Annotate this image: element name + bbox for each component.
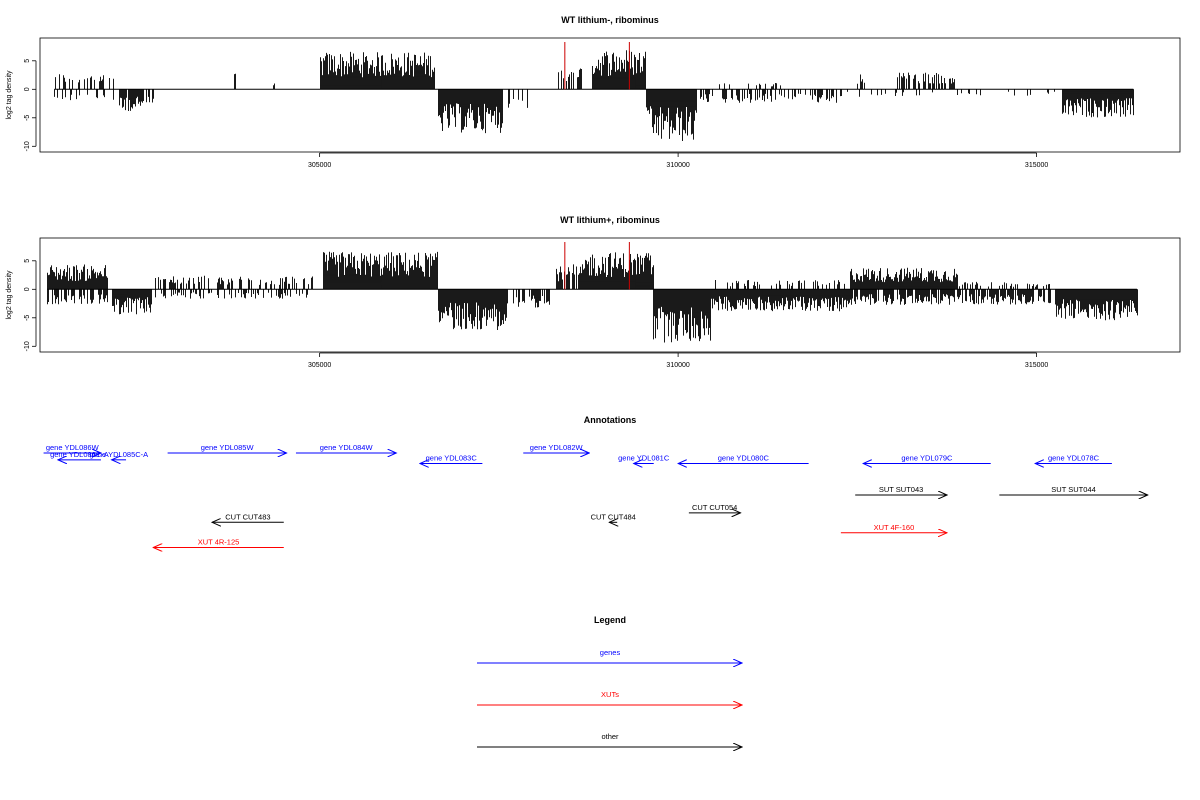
legend-label: XUTs — [601, 690, 619, 699]
annotation-feature: gene YDL080C — [678, 454, 809, 464]
plot-frame — [39, 37, 1181, 153]
x-tick-label: 315000 — [1025, 162, 1048, 169]
track-title: WT lithium-, ribominus — [561, 15, 659, 25]
y-tick-label: 5 — [24, 59, 31, 63]
legend-entry: genes — [477, 648, 742, 663]
x-tick-label: 305000 — [308, 162, 331, 169]
annotation-feature: SUT SUT044 — [999, 485, 1147, 495]
annotation-label: SUT SUT043 — [879, 485, 923, 494]
annotation-label: CUT CUT054 — [692, 503, 737, 512]
coverage-bars — [47, 242, 1138, 343]
x-tick-label: 305000 — [308, 362, 331, 369]
track-title: WT lithium+, ribominus — [560, 215, 660, 225]
track-panel-lithium-plus: WT lithium+, ribominus log2 tag density … — [6, 215, 1181, 369]
annotation-feature: gene YDL081C — [618, 454, 670, 464]
coverage-bar-path — [54, 50, 1134, 141]
x-tick-label: 310000 — [666, 362, 689, 369]
y-tick-label: -10 — [24, 341, 31, 351]
y-tick-label: 0 — [24, 287, 31, 291]
legend-entry: XUTs — [477, 690, 742, 705]
coverage-bar-path — [47, 251, 1138, 343]
annotation-feature: gene YDL079C — [863, 454, 991, 464]
annotation-feature: CUT CUT054 — [688, 503, 741, 513]
annotation-label: gene YDL086W — [46, 443, 100, 452]
annotation-feature: XUT 4F-160 — [840, 523, 947, 533]
annotations-title: Annotations — [584, 415, 637, 425]
annotation-label: gene YDL081C — [618, 454, 670, 463]
annotation-feature: gene YDL085C-A — [90, 450, 149, 460]
coverage-bars — [54, 42, 1134, 141]
x-tick-label: 310000 — [666, 162, 689, 169]
y-tick-label: 0 — [24, 87, 31, 91]
annotation-label: CUT CUT484 — [591, 512, 636, 521]
annotation-label: gene YDL085C-A — [90, 450, 149, 459]
y-axis: -10 -5 0 5 — [24, 59, 37, 151]
annotation-label: XUT 4R-125 — [198, 538, 240, 547]
annotation-label: gene YDL085W — [201, 443, 255, 452]
annotation-feature: CUT CUT484 — [591, 512, 636, 522]
annotation-label: gene YDL084W — [320, 443, 374, 452]
y-tick-label: -10 — [24, 141, 31, 151]
legend-label: genes — [600, 648, 621, 657]
annotation-feature: CUT CUT483 — [212, 512, 284, 522]
annotation-label: XUT 4F-160 — [874, 523, 915, 532]
annotation-feature: XUT 4R-125 — [153, 538, 284, 548]
legend-title: Legend — [594, 615, 626, 625]
annotation-feature: gene YDL086W — [43, 443, 101, 453]
legend-entries: genes XUTs other — [477, 648, 742, 747]
annotation-feature: gene YDL083C — [420, 454, 483, 464]
annotation-label: gene YDL078C — [1048, 454, 1100, 463]
annotation-feature: SUT SUT043 — [855, 485, 947, 495]
annotation-label: gene YDL083C — [426, 454, 478, 463]
annotation-label: CUT CUT483 — [225, 512, 270, 521]
x-axis: 305000 310000 315000 — [308, 152, 1048, 169]
y-tick-label: -5 — [24, 115, 31, 121]
y-axis-label: log2 tag density — [6, 270, 13, 320]
track-panel-lithium-minus: WT lithium-, ribominus log2 tag density … — [6, 15, 1181, 169]
y-tick-label: -5 — [24, 315, 31, 321]
annotation-feature: gene YDL084W — [295, 443, 396, 453]
annotation-feature: gene YDL078C — [1035, 454, 1112, 464]
annotation-label: gene YDL079C — [901, 454, 953, 463]
annotation-label: gene YDL080C — [718, 454, 770, 463]
annotation-feature: gene YDL082W — [523, 443, 589, 453]
plot-frame — [39, 237, 1181, 353]
annotation-label: gene YDL086C-A — [50, 450, 109, 459]
annotation-label: gene YDL082W — [530, 443, 584, 452]
legend-entry: other — [477, 732, 742, 747]
legend-label: other — [601, 732, 619, 741]
x-axis: 305000 310000 315000 — [308, 352, 1048, 369]
annotation-feature: gene YDL086C-A — [50, 450, 109, 460]
x-tick-label: 315000 — [1025, 362, 1048, 369]
y-tick-label: 5 — [24, 259, 31, 263]
annotation-label: SUT SUT044 — [1051, 485, 1095, 494]
legend: Legend genes XUTs other — [477, 615, 742, 747]
y-axis-label: log2 tag density — [6, 70, 13, 120]
y-axis: -10 -5 0 5 — [24, 259, 37, 351]
annotation-feature: gene YDL085W — [167, 443, 287, 453]
